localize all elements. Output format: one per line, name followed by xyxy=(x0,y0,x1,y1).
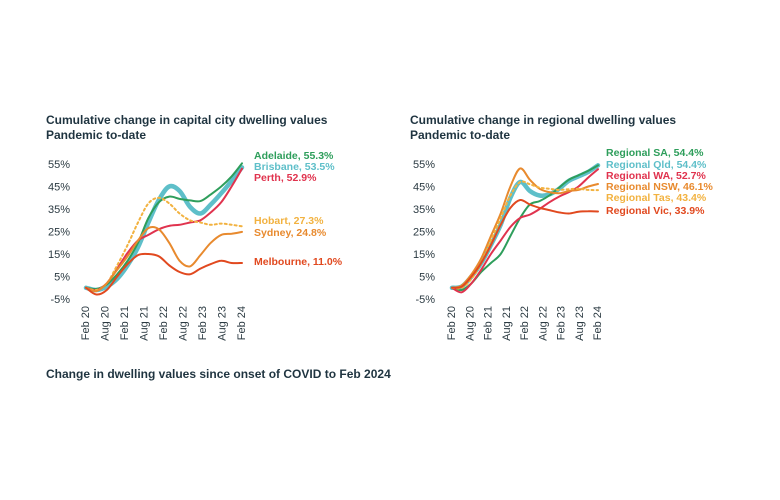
series-label-hobart: Hobart, 27.3% xyxy=(254,215,324,227)
x-tick-label: Feb 22 xyxy=(158,306,170,340)
y-tick-label: 55% xyxy=(48,159,70,171)
series-label-regional-wa: Regional WA, 52.7% xyxy=(606,170,706,182)
capital-chart-title-line1: Cumulative change in capital city dwelli… xyxy=(46,113,328,127)
y-tick-label: 55% xyxy=(413,159,435,171)
y-tick-label: 25% xyxy=(48,227,70,239)
x-tick-label: Aug 23 xyxy=(217,306,229,341)
series-label-regional-qld: Regional Qld, 54.4% xyxy=(606,159,707,171)
x-tick-label: Feb 23 xyxy=(197,306,209,340)
series-label-regional-sa: Regional SA, 54.4% xyxy=(606,147,704,159)
x-tick-label: Aug 22 xyxy=(537,306,549,341)
figure-caption: Change in dwelling values since onset of… xyxy=(46,367,391,381)
y-tick-label: 45% xyxy=(413,182,435,194)
regional-chart-title-line1: Cumulative change in regional dwelling v… xyxy=(410,113,677,127)
series-line-regional-vic xyxy=(451,198,599,289)
x-tick-label: Feb 21 xyxy=(119,306,131,340)
x-tick-label: Feb 20 xyxy=(80,306,92,340)
series-label-regional-vic: Regional Vic, 33.9% xyxy=(606,205,705,217)
y-tick-label: 5% xyxy=(419,272,435,284)
series-label-perth: Perth, 52.9% xyxy=(254,172,317,184)
x-tick-label: Feb 23 xyxy=(556,306,568,340)
x-tick-label: Aug 20 xyxy=(464,306,476,341)
series-label-regional-nsw: Regional NSW, 46.1% xyxy=(606,181,713,193)
series-line-melbourne xyxy=(85,252,243,296)
series-line-adelaide xyxy=(85,162,243,290)
x-tick-label: Aug 20 xyxy=(100,306,112,341)
series-line-hobart xyxy=(85,196,243,292)
capital-plot: 55% 45% 35% 25% 15% 5% -5% Feb 20 Aug 20 Feb 21 Au… xyxy=(48,150,343,341)
y-tick-label: -5% xyxy=(415,294,435,306)
x-tick-label: Aug 21 xyxy=(139,306,151,341)
x-tick-label: Feb 21 xyxy=(483,306,495,340)
regional-chart-subtitle: Pandemic to-date xyxy=(410,128,511,142)
series-label-adelaide: Adelaide, 55.3% xyxy=(254,150,334,162)
series-label-melbourne: Melbourne, 11.0% xyxy=(254,256,343,268)
y-tick-label: 25% xyxy=(413,227,435,239)
y-tick-label: 35% xyxy=(48,204,70,216)
x-tick-label: Feb 20 xyxy=(446,306,458,340)
x-tick-label: Aug 21 xyxy=(501,306,513,341)
series-line-perth xyxy=(85,167,243,292)
x-tick-label: Feb 24 xyxy=(236,306,248,340)
series-label-brisbane: Brisbane, 53.5% xyxy=(254,161,335,173)
x-tick-label: Aug 23 xyxy=(574,306,586,341)
series-label-sydney: Sydney, 24.8% xyxy=(254,227,327,239)
regional-plot: 55% 45% 35% 25% 15% 5% -5% Feb 20 Aug 20 Feb 21 Au… xyxy=(413,147,713,341)
y-tick-label: 35% xyxy=(413,204,435,216)
y-tick-label: 15% xyxy=(413,249,435,261)
capital-chart-title: Cumulative change in capital city dwelli… xyxy=(46,113,327,143)
series-line-sydney xyxy=(85,226,243,293)
y-tick-label: 5% xyxy=(54,272,70,284)
x-tick-label: Feb 24 xyxy=(592,306,604,340)
y-tick-label: 15% xyxy=(48,249,70,261)
series-label-regional-tas: Regional Tas, 43.4% xyxy=(606,192,707,204)
x-tick-label: Aug 22 xyxy=(178,306,190,341)
y-tick-label: 45% xyxy=(48,182,70,194)
series-line-regional-nsw xyxy=(451,167,599,289)
series-line-brisbane xyxy=(83,165,245,293)
regional-chart-title: Cumulative change in regional dwelling v… xyxy=(410,113,676,143)
y-tick-label: -5% xyxy=(50,294,70,306)
x-tick-label: Feb 22 xyxy=(519,306,531,340)
capital-chart-subtitle: Pandemic to-date xyxy=(46,128,147,142)
